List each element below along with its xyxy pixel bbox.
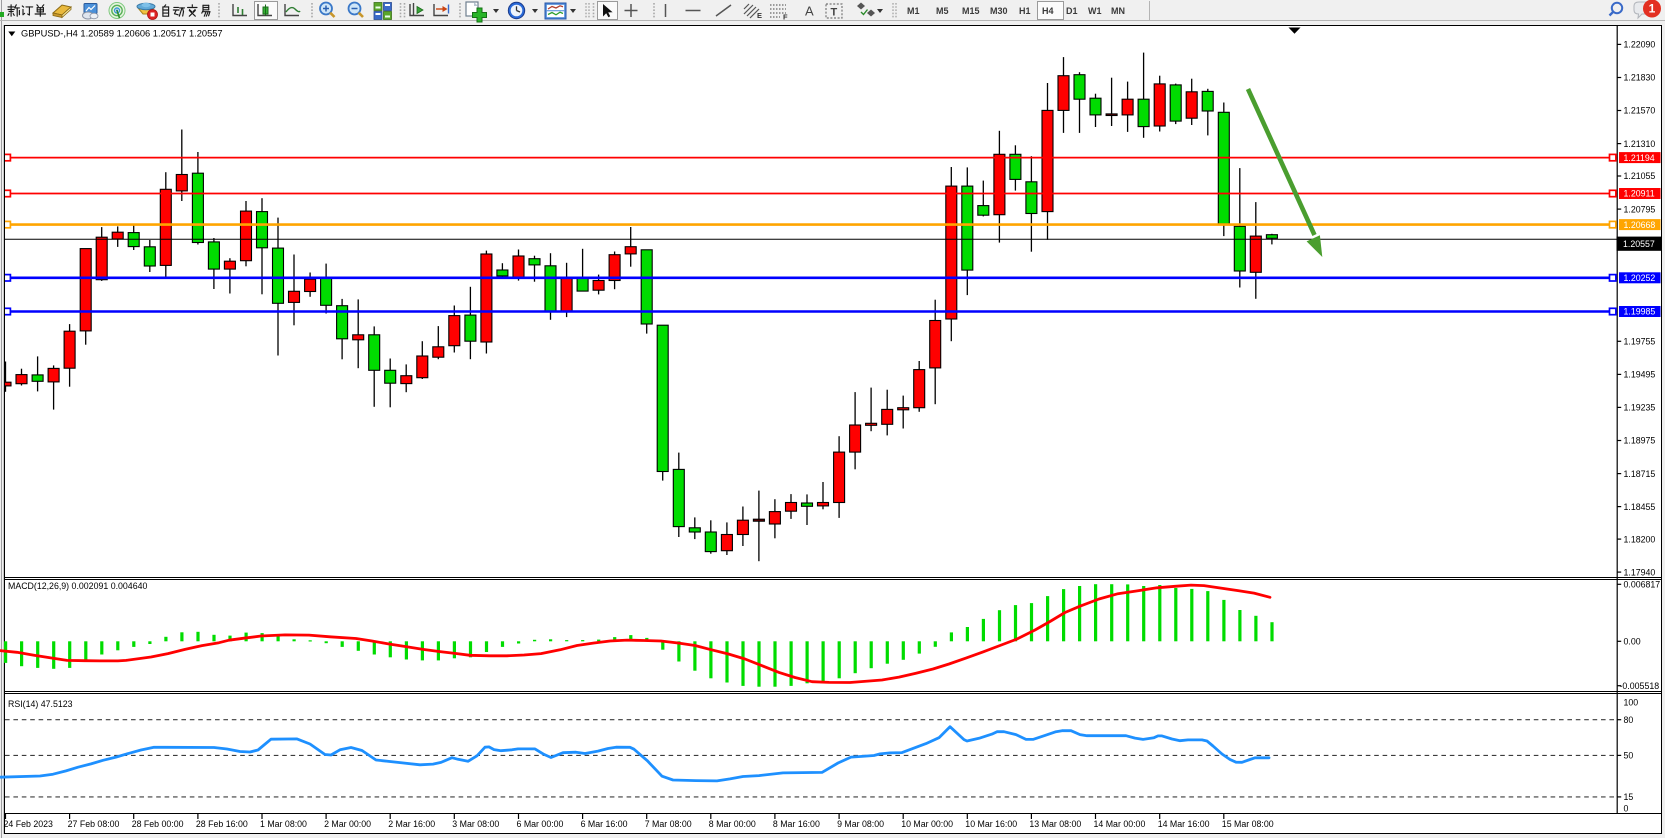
svg-text:1.22090: 1.22090 <box>1624 40 1656 50</box>
svg-text:14 Mar 00:00: 14 Mar 00:00 <box>1094 819 1146 829</box>
svg-text:1: 1 <box>1649 2 1656 16</box>
svg-text:100: 100 <box>1624 698 1639 708</box>
svg-text:1.18975: 1.18975 <box>1624 436 1656 446</box>
svg-text:1.20252: 1.20252 <box>1624 273 1656 283</box>
svg-text:H4: H4 <box>1042 6 1054 16</box>
svg-text:28 Feb 00:00: 28 Feb 00:00 <box>132 819 184 829</box>
svg-text:1.21570: 1.21570 <box>1624 106 1656 116</box>
svg-text:1.19235: 1.19235 <box>1624 403 1656 413</box>
svg-text:W1: W1 <box>1088 6 1102 16</box>
svg-text:1.20911: 1.20911 <box>1624 189 1655 199</box>
svg-text:1.18715: 1.18715 <box>1624 469 1656 479</box>
svg-text:80: 80 <box>1624 715 1634 725</box>
svg-text:M15: M15 <box>962 6 980 16</box>
svg-text:1.18455: 1.18455 <box>1624 502 1656 512</box>
svg-text:MACD(12,26,9) 0.002091 0.00464: MACD(12,26,9) 0.002091 0.004640 <box>8 581 147 591</box>
svg-text:14 Mar 16:00: 14 Mar 16:00 <box>1158 819 1210 829</box>
svg-text:D1: D1 <box>1066 6 1078 16</box>
svg-text:-0.005518: -0.005518 <box>1620 681 1660 691</box>
svg-text:A: A <box>805 4 814 19</box>
svg-text:2 Mar 00:00: 2 Mar 00:00 <box>324 819 371 829</box>
svg-text:1.21055: 1.21055 <box>1624 171 1656 181</box>
svg-text:27 Feb 08:00: 27 Feb 08:00 <box>68 819 120 829</box>
svg-text:M1: M1 <box>907 6 920 16</box>
svg-text:1.19495: 1.19495 <box>1624 370 1656 380</box>
svg-text:1.20668: 1.20668 <box>1624 220 1656 230</box>
svg-text:T: T <box>831 7 838 19</box>
svg-text:28 Feb 16:00: 28 Feb 16:00 <box>196 819 248 829</box>
svg-text:8 Mar 00:00: 8 Mar 00:00 <box>709 819 756 829</box>
svg-text:1.20795: 1.20795 <box>1624 204 1656 214</box>
svg-text:15 Mar 08:00: 15 Mar 08:00 <box>1222 819 1274 829</box>
svg-text:1.21310: 1.21310 <box>1624 139 1656 149</box>
svg-text:F: F <box>783 13 788 22</box>
svg-text:MN: MN <box>1111 6 1125 16</box>
svg-text:0.006817: 0.006817 <box>1624 580 1661 590</box>
svg-text:1.19755: 1.19755 <box>1624 337 1656 347</box>
svg-text:0: 0 <box>1624 804 1629 814</box>
svg-text:M5: M5 <box>936 6 949 16</box>
svg-text:24 Feb 2023: 24 Feb 2023 <box>4 819 54 829</box>
svg-text:E: E <box>757 11 762 20</box>
svg-text:1.20557: 1.20557 <box>1623 239 1655 249</box>
svg-text:10 Mar 00:00: 10 Mar 00:00 <box>901 819 953 829</box>
svg-text:13 Mar 08:00: 13 Mar 08:00 <box>1029 819 1081 829</box>
svg-text:H1: H1 <box>1019 6 1031 16</box>
svg-text:9 Mar 08:00: 9 Mar 08:00 <box>837 819 884 829</box>
svg-text:GBPUSD-,H4 1.20589 1.20606 1.: GBPUSD-,H4 1.20589 1.20606 1.20517 1.205… <box>21 29 223 39</box>
svg-text:1.18200: 1.18200 <box>1624 534 1656 544</box>
svg-text:RSI(14) 47.5123: RSI(14) 47.5123 <box>8 699 73 709</box>
svg-text:1.21830: 1.21830 <box>1624 73 1656 83</box>
svg-text:1.21194: 1.21194 <box>1624 153 1655 163</box>
svg-text:8 Mar 16:00: 8 Mar 16:00 <box>773 819 820 829</box>
svg-text:1 Mar 08:00: 1 Mar 08:00 <box>260 819 307 829</box>
svg-text:10 Mar 16:00: 10 Mar 16:00 <box>965 819 1017 829</box>
svg-text:7 Mar 08:00: 7 Mar 08:00 <box>645 819 692 829</box>
svg-text:2 Mar 16:00: 2 Mar 16:00 <box>388 819 435 829</box>
svg-text:50: 50 <box>1624 751 1634 761</box>
svg-text:1.19985: 1.19985 <box>1624 307 1656 317</box>
svg-text:1.17940: 1.17940 <box>1624 567 1656 577</box>
svg-text:15: 15 <box>1624 792 1634 802</box>
svg-text:6 Mar 16:00: 6 Mar 16:00 <box>581 819 628 829</box>
svg-text:6 Mar 00:00: 6 Mar 00:00 <box>517 819 564 829</box>
svg-text:0.00: 0.00 <box>1624 637 1641 647</box>
svg-text:3 Mar 08:00: 3 Mar 08:00 <box>452 819 499 829</box>
svg-text:M30: M30 <box>990 6 1008 16</box>
